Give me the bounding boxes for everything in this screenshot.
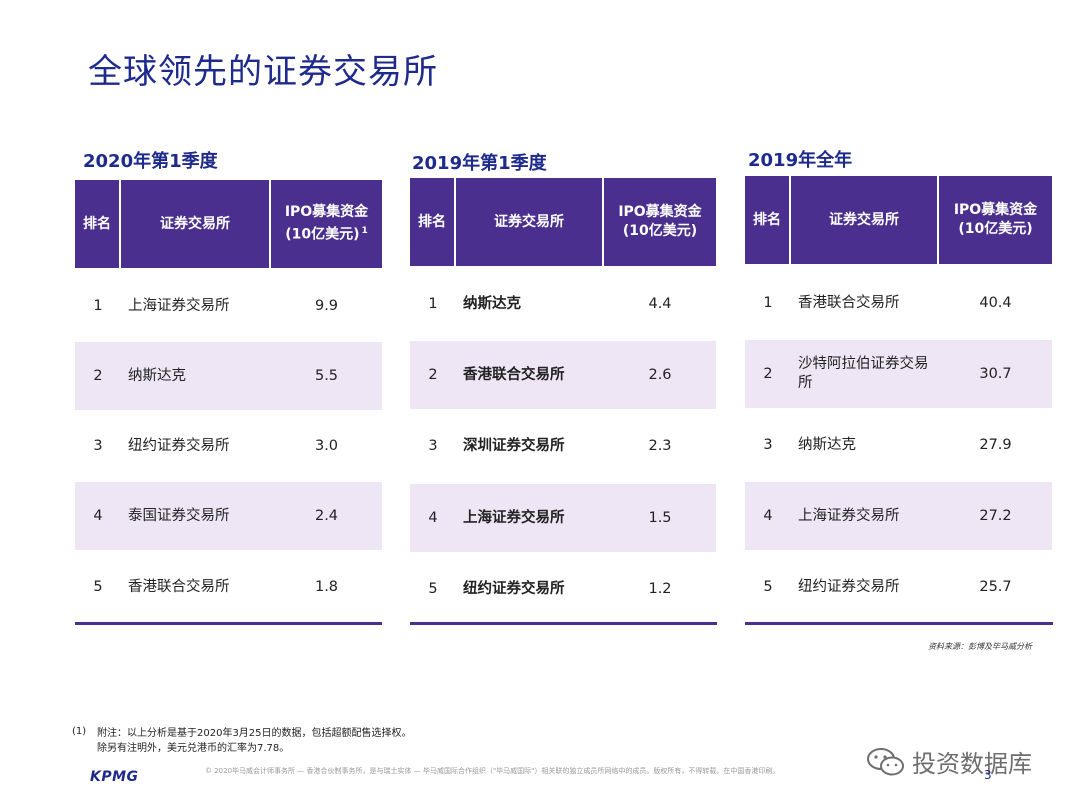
rank-cell: 5 bbox=[93, 578, 103, 595]
table-row: 3 深圳证券交易所 2.3 bbox=[410, 412, 716, 480]
rank-cell: 1 bbox=[93, 297, 103, 314]
ipo-value-cell: 27.2 bbox=[979, 507, 1012, 524]
table-header: 排名 证券交易所 IPO募集资金 (10亿美元) bbox=[745, 176, 1052, 264]
col-header-ipo-line2-wrap: (10亿美元) 1 bbox=[285, 222, 368, 245]
rank-cell: 3 bbox=[763, 436, 773, 453]
rank-cell: 2 bbox=[93, 367, 103, 384]
ipo-value-cell: 9.9 bbox=[314, 297, 339, 314]
page-title: 全球领先的证券交易所 bbox=[88, 52, 438, 92]
exchange-cell: 香港联合交易所 bbox=[463, 366, 565, 383]
exchange-cell: 纳斯达克 bbox=[798, 436, 856, 453]
table-row: 4 上海证券交易所 27.2 bbox=[745, 482, 1052, 550]
ipo-value-cell: 40.4 bbox=[979, 294, 1012, 311]
watermark-text: 投资数据库 bbox=[912, 750, 1032, 778]
exchange-cell: 纳斯达克 bbox=[463, 295, 521, 312]
ipo-value-cell: 1.2 bbox=[648, 580, 672, 597]
rank-cell: 5 bbox=[428, 580, 438, 597]
table-row: 1 纳斯达克 4.4 bbox=[410, 270, 716, 338]
table-bottom-rule bbox=[745, 622, 1053, 625]
rank-cell: 4 bbox=[428, 509, 438, 526]
rank-cell: 4 bbox=[93, 507, 103, 524]
rank-cell: 3 bbox=[428, 437, 438, 454]
ipo-value-cell: 2.4 bbox=[314, 507, 339, 524]
col-header-ipo-line1: IPO募集资金 bbox=[284, 204, 369, 221]
table-heading: 2020年第1季度 bbox=[83, 151, 218, 172]
ipo-value-cell: 2.3 bbox=[648, 437, 672, 454]
exchange-cell: 上海证券交易所 bbox=[128, 297, 230, 314]
col-header-exchange: 证券交易所 bbox=[121, 180, 271, 268]
table-heading: 2019年第1季度 bbox=[412, 153, 547, 174]
source-note: 资料来源：彭博及毕马威分析 bbox=[928, 642, 1032, 651]
exchange-cell: 纽约证券交易所 bbox=[463, 580, 565, 597]
ipo-value-cell: 1.5 bbox=[648, 509, 672, 526]
wechat-icon bbox=[867, 747, 904, 775]
rank-cell: 1 bbox=[763, 294, 773, 311]
exchange-cell: 香港联合交易所 bbox=[798, 294, 900, 311]
col-header-exchange: 证券交易所 bbox=[791, 176, 939, 264]
table-header: 排名 证券交易所 IPO募集资金 (10亿美元) 1 bbox=[75, 180, 382, 268]
ipo-value-cell: 30.7 bbox=[979, 365, 1012, 382]
table-row: 3 纳斯达克 27.9 bbox=[745, 411, 1052, 479]
footnote-number: (1) bbox=[72, 726, 87, 737]
col-header-ipo: IPO募集资金 (10亿美元) bbox=[939, 176, 1052, 264]
col-header-rank: 排名 bbox=[410, 178, 456, 266]
col-header-exchange: 证券交易所 bbox=[456, 178, 604, 266]
table-row: 2 香港联合交易所 2.6 bbox=[410, 341, 716, 409]
col-header-ipo: IPO募集资金 (10亿美元) bbox=[604, 178, 716, 266]
rank-cell: 4 bbox=[763, 507, 773, 524]
rank-cell: 3 bbox=[93, 437, 103, 454]
ipo-value-cell: 5.5 bbox=[314, 367, 339, 384]
table-row: 4 上海证券交易所 1.5 bbox=[410, 484, 716, 552]
col-header-rank: 排名 bbox=[75, 180, 121, 268]
footnote-line2: 除另有注明外，美元兑港币的汇率为7.78。 bbox=[97, 743, 290, 754]
exchange-cell: 香港联合交易所 bbox=[128, 578, 230, 595]
table-row: 1 香港联合交易所 40.4 bbox=[745, 269, 1052, 337]
exchange-cell: 纳斯达克 bbox=[128, 367, 186, 384]
rank-cell: 5 bbox=[763, 578, 773, 595]
table-row: 2 纳斯达克 5.5 bbox=[75, 342, 382, 410]
table-bottom-rule bbox=[410, 622, 717, 625]
exchange-cell: 纽约证券交易所 bbox=[128, 437, 230, 454]
col-header-ipo-line2: (10亿美元) bbox=[622, 223, 698, 239]
exchange-cell: 深圳证券交易所 bbox=[463, 437, 565, 454]
ipo-value-cell: 3.0 bbox=[314, 437, 339, 454]
exchange-cell: 纽约证券交易所 bbox=[798, 578, 900, 595]
exchange-cell: 上海证券交易所 bbox=[798, 507, 900, 524]
table-row: 2 沙特阿拉伯证券交易所 30.7 bbox=[745, 340, 1052, 408]
watermark: 投资数据库 bbox=[866, 744, 1032, 779]
rank-cell: 2 bbox=[428, 366, 438, 383]
ipo-value-cell: 27.9 bbox=[979, 436, 1012, 453]
table-header: 排名 证券交易所 IPO募集资金 (10亿美元) bbox=[410, 178, 716, 266]
kpmg-logo: KPMG bbox=[90, 769, 139, 785]
col-header-ipo-line2: (10亿美元) bbox=[285, 226, 360, 243]
table-heading: 2019年全年 bbox=[748, 150, 853, 171]
footnote-line1: 附注：以上分析是基于2020年3月25日的数据，包括超额配售选择权。 bbox=[97, 728, 412, 739]
exchange-cell: 泰国证券交易所 bbox=[128, 507, 230, 524]
rank-cell: 1 bbox=[428, 295, 438, 312]
col-header-ipo: IPO募集资金 (10亿美元) 1 bbox=[271, 180, 382, 268]
footnote: 附注：以上分析是基于2020年3月25日的数据，包括超额配售选择权。 除另有注明… bbox=[97, 726, 412, 756]
col-header-ipo-line1: IPO募集资金 bbox=[953, 202, 1038, 218]
exchange-cell: 沙特阿拉伯证券交易所 bbox=[798, 356, 929, 391]
ipo-value-cell: 2.6 bbox=[648, 366, 672, 383]
ipo-value-cell: 1.8 bbox=[314, 578, 339, 595]
page-number: 3 bbox=[984, 768, 992, 782]
ipo-value-cell: 25.7 bbox=[979, 578, 1012, 595]
col-header-rank: 排名 bbox=[745, 176, 791, 264]
table-row: 1 上海证券交易所 9.9 bbox=[75, 272, 382, 340]
table-row: 5 香港联合交易所 1.8 bbox=[75, 553, 382, 621]
exchange-cell: 上海证券交易所 bbox=[463, 509, 565, 526]
table-bottom-rule bbox=[75, 622, 382, 625]
rank-cell: 2 bbox=[763, 365, 773, 382]
col-header-ipo-line1: IPO募集资金 bbox=[618, 204, 702, 220]
col-header-ipo-line2: (10亿美元) bbox=[958, 221, 1033, 237]
copyright-text: © 2020毕马威会计师事务所 — 香港合伙制事务所，是与瑞士实体 — 毕马威国… bbox=[205, 767, 780, 775]
table-row: 5 纽约证券交易所 25.7 bbox=[745, 553, 1052, 621]
table-row: 5 纽约证券交易所 1.2 bbox=[410, 555, 716, 623]
footnote-marker: 1 bbox=[361, 226, 368, 237]
ipo-value-cell: 4.4 bbox=[648, 295, 672, 312]
table-row: 3 纽约证券交易所 3.0 bbox=[75, 412, 382, 480]
table-row: 4 泰国证券交易所 2.4 bbox=[75, 482, 382, 550]
